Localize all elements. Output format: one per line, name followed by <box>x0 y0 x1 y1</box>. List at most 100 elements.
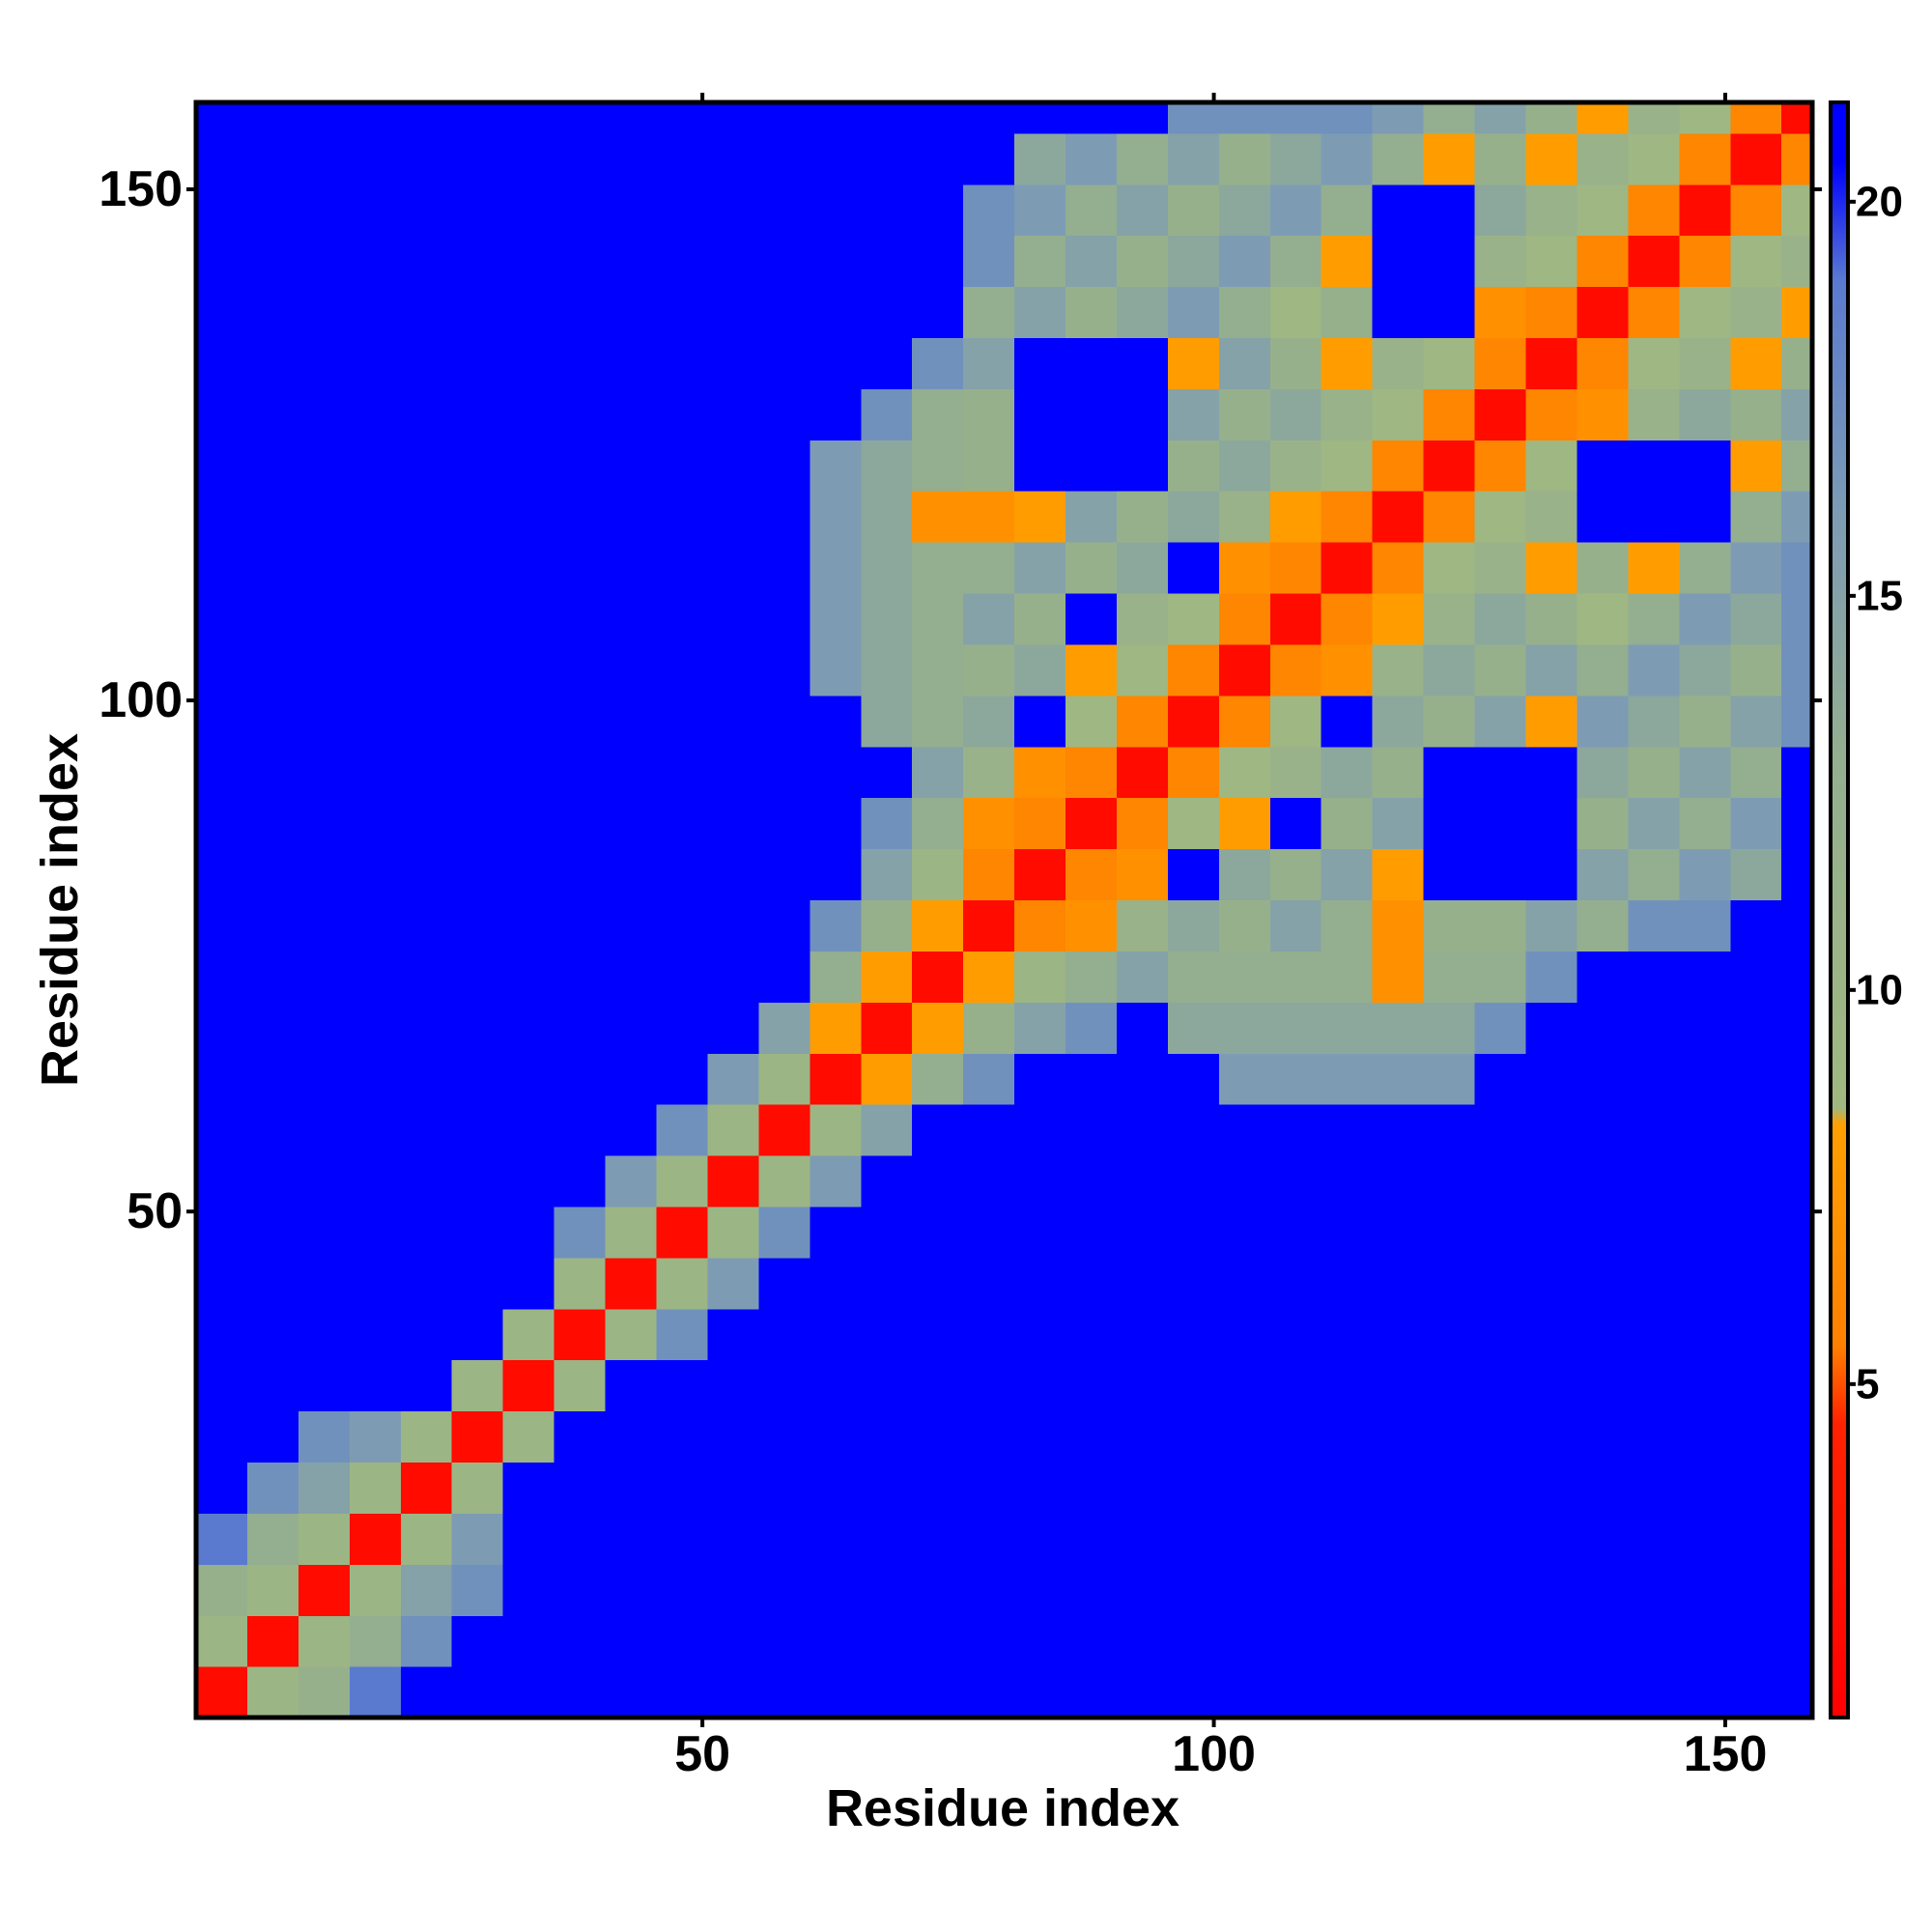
cell <box>349 1257 402 1310</box>
cell <box>1679 1206 1731 1259</box>
cell <box>1525 695 1578 748</box>
cell <box>861 1666 913 1719</box>
cell <box>349 643 402 696</box>
cell <box>861 643 913 696</box>
cell <box>1423 848 1476 901</box>
cell <box>656 388 709 440</box>
cell <box>196 1666 248 1719</box>
cell <box>1781 643 1813 696</box>
cell <box>196 592 248 645</box>
cell <box>707 899 759 952</box>
cell <box>656 1564 709 1616</box>
cell <box>502 388 555 440</box>
cell <box>400 643 453 696</box>
cell <box>1423 491 1476 543</box>
cell <box>707 542 759 594</box>
cell <box>451 491 504 543</box>
cell <box>912 337 964 389</box>
cell <box>810 1564 862 1616</box>
cell <box>861 1206 913 1259</box>
cell <box>298 184 351 237</box>
cell <box>1577 1410 1630 1463</box>
cell <box>963 1615 1015 1667</box>
cell <box>1372 1666 1425 1719</box>
cell <box>349 542 402 594</box>
cell <box>1474 440 1527 492</box>
cell <box>246 1206 299 1259</box>
cell <box>246 1154 299 1208</box>
cell <box>758 951 810 1003</box>
cell <box>502 440 555 492</box>
cell <box>861 388 913 440</box>
cell <box>1372 1513 1425 1565</box>
cell <box>298 899 351 952</box>
cell <box>656 1257 709 1310</box>
cell <box>1628 440 1680 492</box>
cell <box>1525 1002 1578 1054</box>
cell <box>1525 388 1578 440</box>
cell <box>1372 951 1425 1003</box>
cell <box>1474 388 1527 440</box>
cell <box>1321 337 1374 389</box>
colorbar-tick-label: 5 <box>1856 1360 1879 1407</box>
cell <box>810 184 862 237</box>
cell <box>861 102 913 134</box>
cell <box>349 1154 402 1208</box>
cell <box>861 1308 913 1361</box>
cell <box>502 746 555 799</box>
cell <box>1474 184 1527 237</box>
cell <box>1116 286 1169 338</box>
cell <box>1014 542 1066 594</box>
cell <box>707 491 759 543</box>
cell <box>810 643 862 696</box>
cell <box>810 1615 862 1667</box>
cell <box>1730 1462 1782 1514</box>
cell <box>605 235 658 288</box>
cell <box>1167 542 1220 594</box>
cell <box>656 184 709 237</box>
cell <box>1730 1359 1782 1412</box>
cell <box>1577 1615 1630 1667</box>
cell <box>810 1308 862 1361</box>
cell <box>1781 848 1813 901</box>
cell <box>1065 592 1118 645</box>
cell <box>1628 542 1680 594</box>
cell <box>1372 1308 1425 1361</box>
cell <box>1525 102 1578 134</box>
cell <box>349 1564 402 1616</box>
cell <box>1679 440 1731 492</box>
cell <box>861 1410 913 1463</box>
cell <box>1218 695 1271 748</box>
cell <box>1679 337 1731 389</box>
cell <box>502 1257 555 1310</box>
cell <box>196 102 248 134</box>
cell <box>963 1206 1015 1259</box>
cell <box>656 1615 709 1667</box>
cell <box>1423 1104 1476 1156</box>
cell <box>1116 848 1169 901</box>
cell <box>554 797 607 850</box>
cell <box>1577 1154 1630 1208</box>
cell <box>605 1206 658 1259</box>
cell <box>1679 797 1731 850</box>
cell <box>349 1410 402 1463</box>
cell <box>246 286 299 338</box>
y-tick-label: 100 <box>99 672 183 728</box>
cell <box>400 1666 453 1719</box>
cell <box>1065 1513 1118 1565</box>
cell <box>758 848 810 901</box>
cell <box>554 1308 607 1361</box>
cell <box>1781 1564 1813 1616</box>
cell <box>861 1615 913 1667</box>
cell <box>246 848 299 901</box>
cell <box>246 1462 299 1514</box>
colorbar-tick-label: 15 <box>1856 572 1903 619</box>
cell <box>246 1410 299 1463</box>
cell <box>1065 643 1118 696</box>
cell <box>1628 1104 1680 1156</box>
cell <box>298 951 351 1003</box>
cell <box>246 337 299 389</box>
cell <box>451 1308 504 1361</box>
cell <box>400 1257 453 1310</box>
cell <box>1679 695 1731 748</box>
